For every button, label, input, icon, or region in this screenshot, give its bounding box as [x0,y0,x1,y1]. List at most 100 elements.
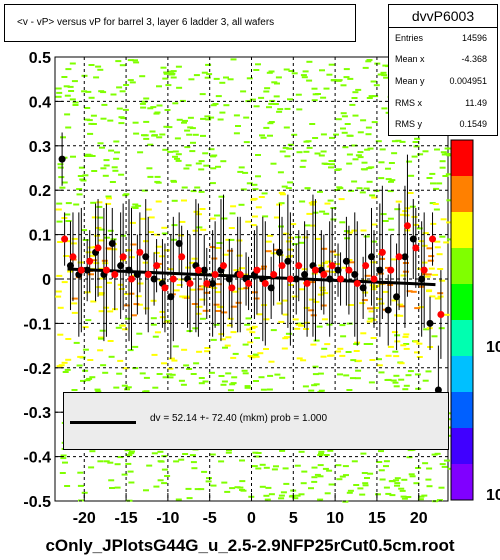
density-cell [199,298,206,301]
density-cell [367,472,374,475]
density-cell [187,126,194,129]
density-cell [305,140,312,143]
density-cell [335,350,341,353]
density-cell [227,78,234,81]
red-point [303,279,311,287]
density-cell [294,236,301,239]
density-cell [89,450,96,453]
density-cell [55,208,62,211]
density-cell [161,232,168,235]
density-cell [181,348,188,351]
color-scale-cell [451,284,473,294]
density-cell [446,154,453,157]
density-cell [178,379,185,382]
density-cell [220,160,227,163]
density-cell [360,332,367,335]
density-cell [205,480,212,483]
color-scale-cell [451,203,473,213]
plot-title: <v - vP> versus vP for barrel 3, layer 6… [17,17,275,28]
color-scale-cell [451,374,473,384]
density-cell [219,338,226,341]
density-cell [329,163,335,166]
density-cell [357,131,364,134]
density-cell [321,347,328,350]
density-cell [64,368,71,371]
density-cell [166,373,173,376]
density-cell [415,467,422,469]
density-cell [277,171,284,174]
density-cell [268,360,275,363]
density-cell [412,141,419,143]
density-cell [151,134,158,137]
density-cell [172,155,178,158]
stat-rms-x: RMS x 11.49 [395,94,491,112]
density-cell [302,236,309,239]
density-cell [282,146,289,149]
density-cell [388,162,395,164]
density-cell [69,62,76,65]
y-tick-label: 0.1 [29,228,51,245]
density-cell [199,208,206,210]
density-cell [400,344,407,347]
density-cell [98,267,105,270]
y-tick-label: 0.2 [29,183,51,200]
density-cell [225,372,232,375]
density-cell [122,108,129,111]
density-cell [405,496,412,498]
color-scale-cell [451,446,473,456]
density-cell [143,120,150,123]
density-cell [71,237,78,240]
density-cell [97,336,104,339]
density-cell [57,333,64,336]
density-cell [367,343,374,345]
stats-box: dvvP6003 Entries 14596 Mean x -4.368 Mea… [388,4,498,136]
y-tick-label: -0.2 [23,361,51,378]
density-cell [253,105,260,108]
density-cell [282,313,289,316]
density-cell [391,152,398,155]
density-cell [135,204,142,207]
color-scale-cell [451,149,473,159]
density-cell [136,332,143,335]
density-cell [221,311,228,314]
density-cell [118,173,125,176]
density-cell [425,478,432,481]
density-cell [335,79,342,82]
stat-value: 14596 [461,33,487,43]
density-cell [216,242,223,244]
density-cell [426,290,432,293]
density-cell [221,380,228,383]
density-cell [401,478,408,481]
density-cell [245,317,252,320]
density-cell [60,457,67,460]
density-cell [146,167,153,170]
density-cell [371,223,378,226]
density-cell [58,176,65,179]
density-cell [230,356,237,359]
density-cell [426,177,433,179]
density-cell [318,154,325,157]
red-point [286,275,294,283]
density-cell [190,461,197,464]
density-cell [236,239,243,242]
density-cell [156,373,163,375]
density-cell [252,353,259,356]
density-cell [433,208,440,211]
density-cell [143,137,150,140]
density-cell [170,76,177,79]
density-cell [382,290,389,293]
density-cell [240,90,247,93]
density-cell [340,84,347,87]
density-cell [355,88,362,91]
density-cell [224,344,231,347]
density-cell [109,181,116,183]
density-cell [377,73,384,76]
density-cell [191,467,198,470]
density-cell [107,119,114,122]
color-scale-cell [451,140,473,150]
color-scale-cell [451,437,473,447]
x-tick-label: 5 [289,510,298,527]
density-cell [303,328,309,330]
density-cell [330,79,337,82]
density-cell [411,215,418,218]
